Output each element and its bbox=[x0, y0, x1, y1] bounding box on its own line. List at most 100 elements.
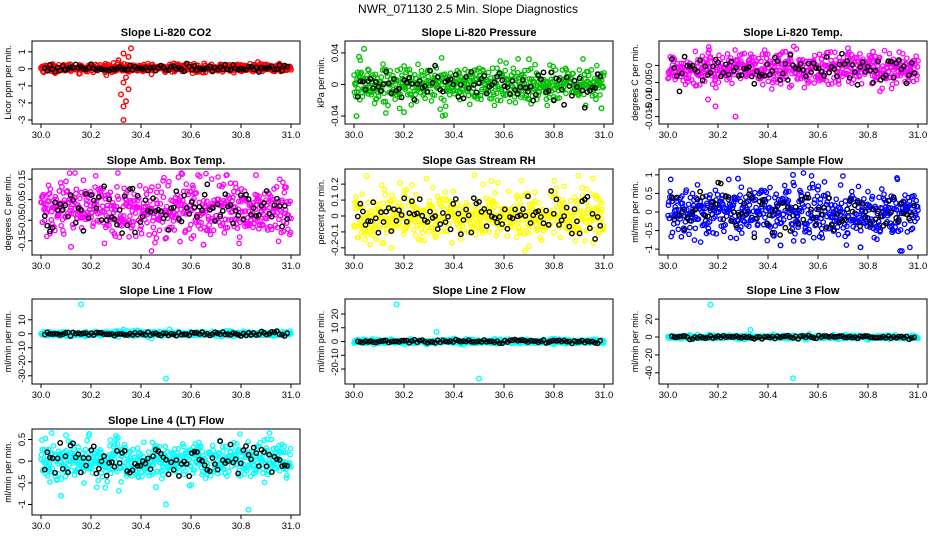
reference-point bbox=[90, 197, 97, 204]
reference-point bbox=[821, 204, 827, 211]
y-tick-label: -3 bbox=[17, 116, 28, 124]
outlier-point bbox=[870, 48, 877, 55]
reference-point bbox=[281, 202, 288, 209]
reference-point bbox=[370, 85, 377, 92]
reference-point bbox=[165, 226, 172, 233]
y-axis-label: degrees C per min. bbox=[630, 44, 640, 121]
data-point bbox=[157, 201, 164, 207]
reference-point bbox=[359, 208, 366, 215]
outlier-point bbox=[353, 113, 360, 120]
data-point bbox=[886, 50, 893, 57]
reference-point bbox=[243, 191, 249, 198]
reference-point bbox=[532, 91, 539, 98]
data-point bbox=[401, 63, 407, 69]
data-point bbox=[263, 215, 270, 222]
x-tick-label: 30.2 bbox=[395, 390, 414, 401]
figure-title: NWR_071130 2.5 Min. Slope Diagnostics bbox=[358, 2, 578, 16]
y-tick-label: 1 bbox=[644, 172, 655, 177]
y-tick-label: -0.1 bbox=[330, 224, 341, 240]
reference-point bbox=[54, 207, 61, 214]
data-point bbox=[280, 228, 287, 235]
data-point bbox=[572, 238, 579, 244]
data-point bbox=[413, 191, 420, 198]
data-point bbox=[234, 215, 240, 222]
reference-point bbox=[828, 221, 835, 228]
reference-point bbox=[188, 199, 195, 206]
reference-point bbox=[59, 206, 66, 213]
reference-point bbox=[424, 89, 431, 95]
reference-point bbox=[470, 81, 477, 88]
data-point bbox=[207, 231, 214, 238]
data-point bbox=[666, 74, 672, 81]
reference-point bbox=[147, 208, 154, 215]
data-point bbox=[497, 97, 504, 104]
data-point bbox=[397, 180, 403, 186]
data-point bbox=[196, 173, 203, 180]
data-point bbox=[433, 233, 440, 239]
reference-point bbox=[782, 224, 789, 231]
outlier-point bbox=[125, 53, 132, 60]
reference-point bbox=[674, 73, 680, 79]
reference-point bbox=[429, 80, 436, 86]
data-point bbox=[227, 180, 234, 187]
data-point bbox=[491, 102, 498, 109]
reference-point bbox=[230, 220, 237, 227]
x-tick-label: 30.6 bbox=[182, 130, 201, 141]
data-point bbox=[60, 231, 67, 237]
reference-point bbox=[250, 204, 257, 211]
reference-point bbox=[70, 197, 77, 203]
data-point bbox=[441, 97, 447, 103]
data-point bbox=[184, 188, 191, 195]
data-point bbox=[375, 93, 382, 100]
data-point bbox=[692, 48, 699, 55]
data-point bbox=[287, 229, 294, 236]
reference-point bbox=[870, 79, 876, 86]
reference-point bbox=[388, 228, 395, 235]
x-tick-label: 30.4 bbox=[445, 130, 464, 141]
data-point bbox=[878, 186, 885, 192]
data-point bbox=[257, 217, 263, 224]
reference-point bbox=[844, 206, 851, 213]
reference-point bbox=[206, 63, 213, 69]
data-point bbox=[82, 216, 89, 223]
reference-point bbox=[170, 204, 177, 211]
data-point bbox=[488, 95, 495, 102]
reference-point bbox=[62, 202, 69, 209]
y-tick-label: 20 bbox=[330, 309, 341, 320]
reference-point bbox=[44, 67, 51, 74]
data-point bbox=[192, 219, 199, 225]
reference-point bbox=[890, 74, 897, 81]
data-point bbox=[428, 98, 435, 104]
data-point bbox=[504, 233, 511, 240]
outlier-point bbox=[777, 242, 784, 249]
reference-point bbox=[720, 69, 727, 76]
data-point bbox=[513, 234, 520, 241]
data-point bbox=[399, 72, 405, 79]
reference-point bbox=[191, 62, 198, 69]
data-point bbox=[132, 210, 139, 216]
reference-point bbox=[460, 217, 467, 223]
reference-point bbox=[201, 66, 208, 72]
data-point bbox=[512, 99, 519, 106]
plot-frame bbox=[31, 298, 301, 385]
reference-point bbox=[224, 66, 231, 73]
reference-point bbox=[483, 223, 490, 230]
reference-point bbox=[52, 199, 58, 206]
data-point bbox=[835, 81, 842, 87]
data-point bbox=[73, 186, 80, 193]
data-point bbox=[727, 234, 734, 241]
data-point bbox=[369, 232, 376, 238]
reference-point bbox=[710, 63, 716, 70]
reference-point bbox=[885, 58, 892, 64]
data-point bbox=[372, 233, 379, 239]
reference-point bbox=[797, 61, 804, 67]
x-tick-label: 30.8 bbox=[859, 261, 878, 272]
reference-point bbox=[826, 69, 832, 76]
reference-point bbox=[792, 65, 799, 72]
reference-point bbox=[437, 221, 444, 228]
reference-point bbox=[792, 203, 799, 210]
data-point bbox=[234, 225, 241, 232]
x-tick-label: 31.0 bbox=[282, 130, 301, 141]
